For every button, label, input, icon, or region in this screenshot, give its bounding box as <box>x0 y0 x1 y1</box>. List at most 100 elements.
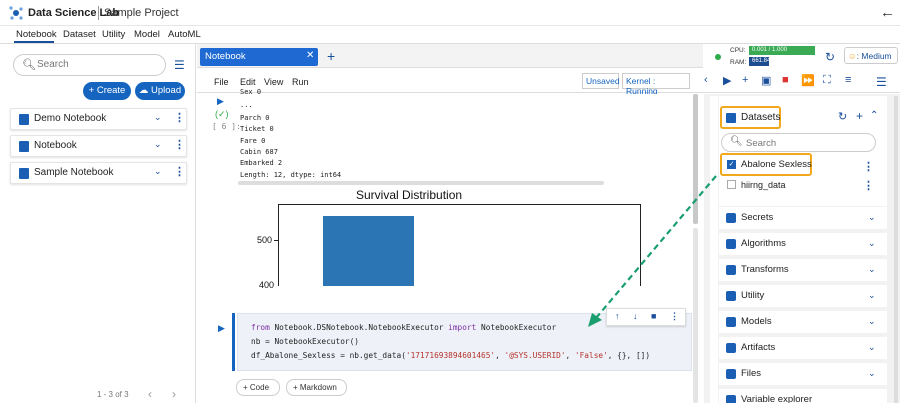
chevron-down-icon[interactable]: ⌄ <box>868 342 876 352</box>
app-logo-icon <box>9 6 23 20</box>
notebook-list-item[interactable]: Sample Notebook ⌄ ⋮ <box>10 162 187 184</box>
section-secrets[interactable]: Secrets ⌄ <box>719 207 887 229</box>
chevron-down-icon[interactable]: ⌄ <box>868 238 876 248</box>
dataset-search-input[interactable]: Search <box>746 138 777 149</box>
models-icon <box>726 317 736 327</box>
run-cell-icon[interactable]: ▶ <box>217 96 224 106</box>
section-label: Utility <box>741 290 765 301</box>
datasets-title[interactable]: Datasets <box>741 112 781 123</box>
section-algorithms[interactable]: Algorithms ⌄ <box>719 233 887 255</box>
add-tab-icon[interactable]: + <box>327 48 336 64</box>
compute-size-selector[interactable]: ☺: Medium <box>844 47 898 64</box>
menu-edit[interactable]: Edit <box>240 77 256 87</box>
create-button[interactable]: + Create <box>83 82 131 100</box>
size-icon: ☺ <box>848 51 857 61</box>
menu-run[interactable]: Run <box>292 77 309 87</box>
section-label: Models <box>741 316 772 327</box>
add-cell-icon[interactable]: + <box>742 74 749 86</box>
chevron-down-icon[interactable]: ⌄ <box>868 264 876 274</box>
project-name: Sample Project <box>104 7 179 19</box>
dataset-checkbox[interactable] <box>727 180 736 189</box>
expand-icon[interactable]: ⛶ <box>823 74 831 86</box>
section-variable-explorer[interactable]: Variable explorer <box>719 389 887 403</box>
run-all-icon[interactable]: ⏩ <box>801 75 815 87</box>
menu-model[interactable]: Model <box>134 29 160 40</box>
more-options-icon[interactable]: ⋮ <box>174 139 185 151</box>
close-tab-icon[interactable]: ✕ <box>306 50 315 61</box>
menu-file[interactable]: File <box>214 77 229 87</box>
chart-bar <box>323 216 414 286</box>
more-options-icon[interactable]: ⋮ <box>863 180 874 192</box>
chevron-down-icon[interactable]: ⌄ <box>154 139 162 149</box>
title-divider <box>98 6 99 20</box>
delete-cell-icon[interactable]: ■ <box>651 311 657 321</box>
chevron-down-icon[interactable]: ⌄ <box>868 368 876 378</box>
files-icon <box>726 369 736 379</box>
more-options-icon[interactable]: ⋮ <box>174 166 185 178</box>
section-transforms[interactable]: Transforms ⌄ <box>719 259 887 281</box>
chevron-down-icon[interactable]: ⌄ <box>868 290 876 300</box>
output-scrollbar[interactable] <box>238 181 604 185</box>
cell-action-bar <box>606 308 686 326</box>
menu-view[interactable]: View <box>264 77 284 87</box>
dataset-item[interactable]: Abalone Sexless <box>741 159 812 170</box>
section-files[interactable]: Files ⌄ <box>719 363 887 385</box>
prev-page-icon[interactable]: ‹ <box>148 387 152 401</box>
chevron-down-icon[interactable]: ⌄ <box>868 316 876 326</box>
back-arrow-icon[interactable]: ← <box>880 4 895 21</box>
selected-dataset-highlight <box>720 153 812 176</box>
cell-more-icon[interactable]: ⋮ <box>670 311 679 321</box>
variable-explorer-icon <box>726 395 736 403</box>
top-bar <box>0 0 900 26</box>
utility-icon <box>726 291 736 301</box>
more-options-icon[interactable]: ⋮ <box>863 161 874 173</box>
section-artifacts[interactable]: Artifacts ⌄ <box>719 337 887 359</box>
dataset-search-box[interactable] <box>721 133 876 152</box>
list-icon[interactable]: ≡ <box>845 74 852 86</box>
add-markdown-button[interactable]: + Markdown <box>286 379 347 396</box>
chevron-down-icon[interactable]: ⌄ <box>868 212 876 222</box>
add-dataset-icon[interactable]: + <box>856 109 864 123</box>
save-icon[interactable]: ▣ <box>761 75 772 87</box>
side-panel-scrollbar[interactable] <box>894 96 898 403</box>
notebook-icon <box>19 141 29 152</box>
more-options-icon[interactable]: ⋮ <box>174 112 185 124</box>
section-label: Algorithms <box>741 238 786 249</box>
datasets-icon <box>726 113 736 123</box>
ram-usage-bar: 661.840 / 5048.000 <box>752 58 804 64</box>
refresh-icon[interactable]: ↻ <box>838 111 848 123</box>
chevron-down-icon[interactable]: ⌄ <box>154 112 162 122</box>
list-menu-icon[interactable]: ☰ <box>174 58 185 72</box>
output-line: Sex 0 <box>240 88 262 96</box>
notebook-list-item[interactable]: Notebook ⌄ ⋮ <box>10 135 187 157</box>
move-up-icon[interactable]: ↑ <box>615 311 620 321</box>
section-utility[interactable]: Utility ⌄ <box>719 285 887 307</box>
notebook-search-box[interactable] <box>13 54 166 76</box>
menu-notebook[interactable]: Notebook <box>16 29 57 40</box>
move-down-icon[interactable]: ↓ <box>633 311 638 321</box>
panel-menu-icon[interactable]: ☰ <box>876 75 887 89</box>
refresh-icon[interactable]: ↻ <box>825 50 836 64</box>
notebook-search-input[interactable]: Search <box>37 59 69 70</box>
section-models[interactable]: Models ⌄ <box>719 311 887 333</box>
ram-label: RAM: <box>730 59 747 66</box>
menu-automl[interactable]: AutoML <box>168 29 201 40</box>
delete-icon[interactable]: ■ <box>782 74 789 86</box>
run-cell-icon[interactable]: ▶ <box>218 323 225 333</box>
run-cell-icon[interactable]: ▶ <box>723 75 732 87</box>
upload-button[interactable]: ☁ Upload <box>135 82 185 100</box>
add-code-button[interactable]: + Code <box>236 379 280 396</box>
chevron-up-icon[interactable]: ⌃ <box>870 110 879 121</box>
active-cell-indicator <box>232 313 235 371</box>
tab-notebook[interactable]: Notebook <box>200 48 318 66</box>
notebook-scrollbar[interactable] <box>693 94 698 224</box>
chevron-down-icon[interactable]: ⌄ <box>154 166 162 176</box>
next-page-icon[interactable]: › <box>172 387 176 401</box>
menu-utility[interactable]: Utility <box>102 29 126 40</box>
menu-dataset[interactable]: Dataset <box>63 29 96 40</box>
dataset-checkbox-checked[interactable]: ✓ <box>727 160 736 169</box>
notebook-list-item[interactable]: Demo Notebook ⌄ ⋮ <box>10 108 187 130</box>
dataset-item[interactable]: hiirng_data <box>741 180 786 190</box>
chevron-left-icon[interactable]: ‹ <box>704 74 708 86</box>
